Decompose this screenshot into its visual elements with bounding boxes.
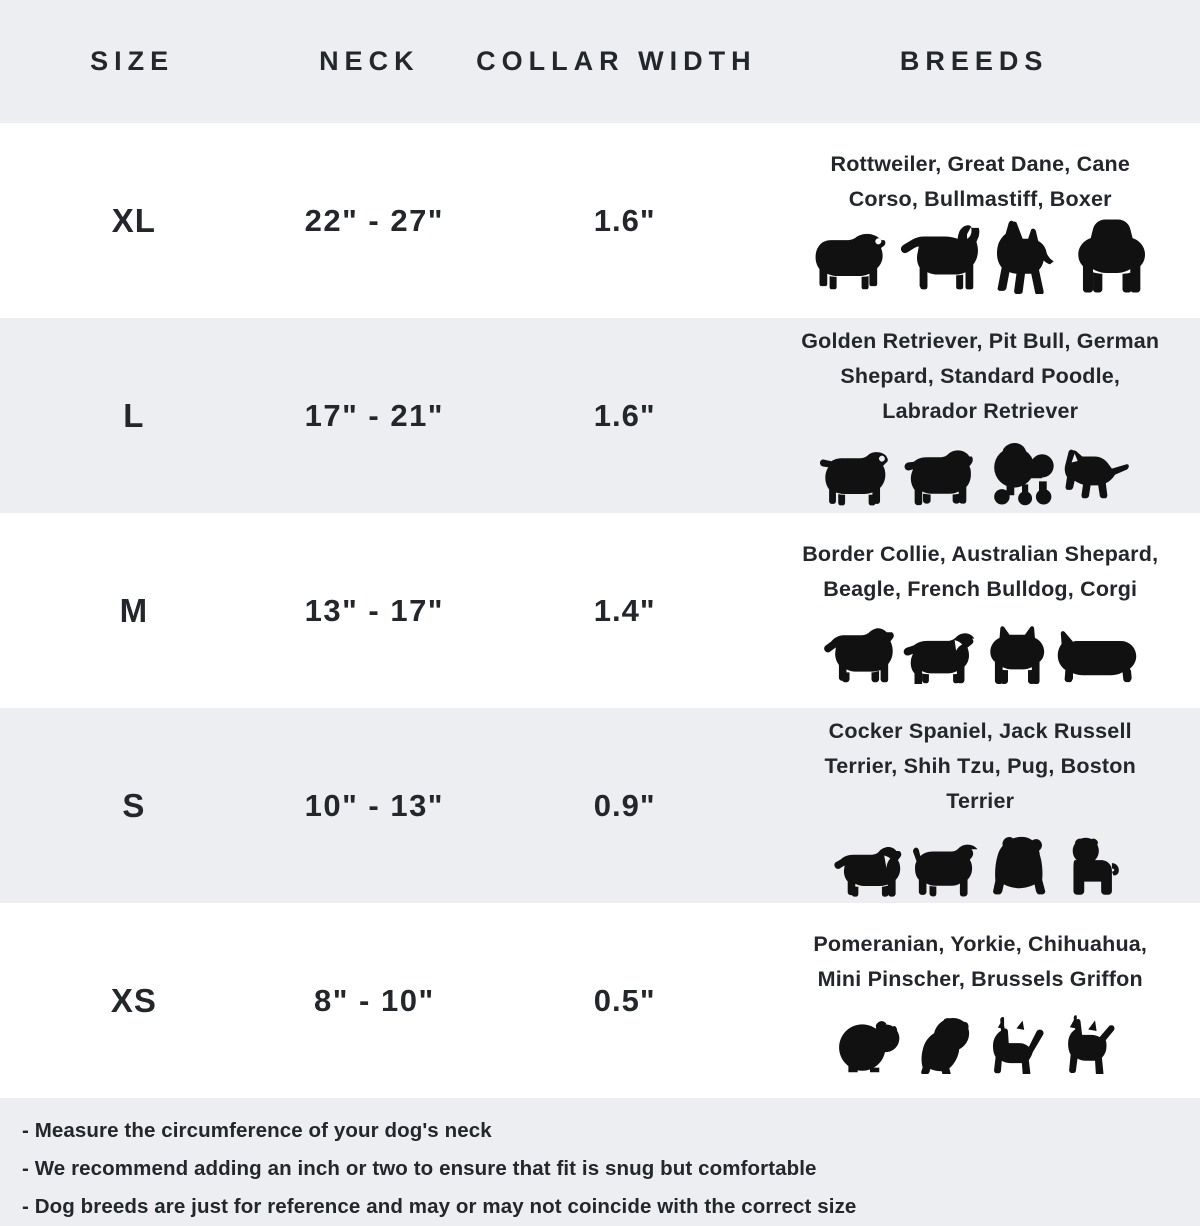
- breed-icon-group: [836, 1002, 1124, 1075]
- breed-list-text: Rottweiler, Great Dane, Cane Corso, Bull…: [830, 151, 1130, 211]
- cell-breeds: Golden Retriever, Pit Bull, German Shepa…: [778, 324, 1200, 506]
- cell-neck: 10" - 13": [304, 787, 445, 823]
- column-header-collar-width: COLLAR WIDTH: [476, 45, 757, 76]
- border-collie-silhouette-icon: [824, 628, 895, 683]
- cell-collar-width: 0.5": [593, 982, 656, 1018]
- german-shepard-silhouette-icon: [1064, 449, 1130, 499]
- jack-russell-terrier-silhouette-icon: [913, 844, 978, 897]
- cell-neck: 13" - 17": [304, 592, 445, 628]
- cell-collar-width: 1.6": [593, 397, 656, 433]
- cell-collar-width: 1.4": [593, 592, 656, 628]
- french-bulldog-silhouette-icon: [990, 626, 1045, 685]
- footer-note: - Measure the circumference of your dog'…: [22, 1119, 492, 1142]
- breed-list-text: Cocker Spaniel, Jack Russell Terrier, Sh…: [824, 719, 1136, 813]
- table-row: XS 8" - 10" 0.5" Pomeranian, Yorkie, Chi…: [0, 903, 1200, 1098]
- corgi-silhouette-icon: [1057, 631, 1137, 683]
- yorkie-silhouette-icon: [921, 1018, 970, 1075]
- cell-size: XS: [110, 981, 157, 1019]
- mini-pinscher-silhouette-icon: [1068, 1015, 1115, 1075]
- breed-list-text: Border Collie, Australian Shepard, Beagl…: [802, 541, 1159, 601]
- shih-tzu-silhouette-icon: [993, 836, 1046, 895]
- cell-size: L: [123, 396, 145, 434]
- cell-breeds: Cocker Spaniel, Jack Russell Terrier, Sh…: [778, 714, 1200, 897]
- cane-corso-silhouette-icon: [997, 221, 1055, 295]
- table-row: M 13" - 17" 1.4" Border Collie, Australi…: [0, 513, 1200, 708]
- cell-size: S: [122, 786, 146, 824]
- cell-neck: 8" - 10": [313, 982, 435, 1018]
- table-header-row: SIZE NECK COLLAR WIDTH BREEDS: [0, 0, 1200, 123]
- cell-collar-width: 0.9": [593, 787, 656, 823]
- cocker-spaniel-silhouette-icon: [834, 846, 902, 897]
- pug-silhouette-icon: [1072, 837, 1120, 895]
- beagle-silhouette-icon: [903, 633, 975, 685]
- column-header-neck: NECK: [319, 45, 420, 76]
- poodle-silhouette-icon: [994, 442, 1054, 506]
- breed-list-text: Pomeranian, Yorkie, Chihuahua, Mini Pins…: [813, 931, 1148, 991]
- cell-neck: 17" - 21": [304, 397, 445, 433]
- cell-size: M: [119, 591, 149, 629]
- chihuahua-silhouette-icon: [993, 1017, 1044, 1075]
- breed-icon-group: [823, 612, 1137, 685]
- golden-retriever-silhouette-icon: [820, 451, 889, 506]
- table-row: S 10" - 13" 0.9" Cocker Spaniel, Jack Ru…: [0, 708, 1200, 903]
- cell-collar-width: 1.6": [593, 202, 656, 238]
- column-header-breeds: BREEDS: [899, 45, 1049, 76]
- breed-icon-group: [820, 435, 1140, 507]
- table-row: XL 22" - 27" 1.6" Rottweiler, Great Dane…: [0, 123, 1200, 318]
- cell-breeds: Pomeranian, Yorkie, Chihuahua, Mini Pins…: [778, 927, 1200, 1075]
- footer-note: - Dog breeds are just for reference and …: [22, 1194, 857, 1218]
- pomeranian-silhouette-icon: [839, 1021, 900, 1073]
- cell-breeds: Rottweiler, Great Dane, Cane Corso, Bull…: [778, 147, 1200, 295]
- breed-icon-group: [814, 219, 1146, 295]
- labrador-silhouette-icon: [904, 450, 974, 505]
- rottweiler-silhouette-icon: [815, 234, 886, 290]
- footer-notes: - Measure the circumference of your dog'…: [0, 1098, 1200, 1226]
- cell-breeds: Border Collie, Australian Shepard, Beagl…: [778, 537, 1200, 685]
- breed-icon-group: [834, 825, 1126, 897]
- cell-size: XL: [111, 201, 156, 239]
- great-dane-silhouette-icon: [901, 225, 980, 290]
- breed-list-text: Golden Retriever, Pit Bull, German Shepa…: [801, 329, 1160, 423]
- cell-neck: 22" - 27": [304, 202, 445, 238]
- boxer-silhouette-icon: [1078, 219, 1146, 293]
- footer-note: - We recommend adding an inch or two to …: [22, 1156, 817, 1180]
- table-row: L 17" - 21" 1.6" Golden Retriever, Pit B…: [0, 318, 1200, 513]
- column-header-size: SIZE: [90, 45, 175, 76]
